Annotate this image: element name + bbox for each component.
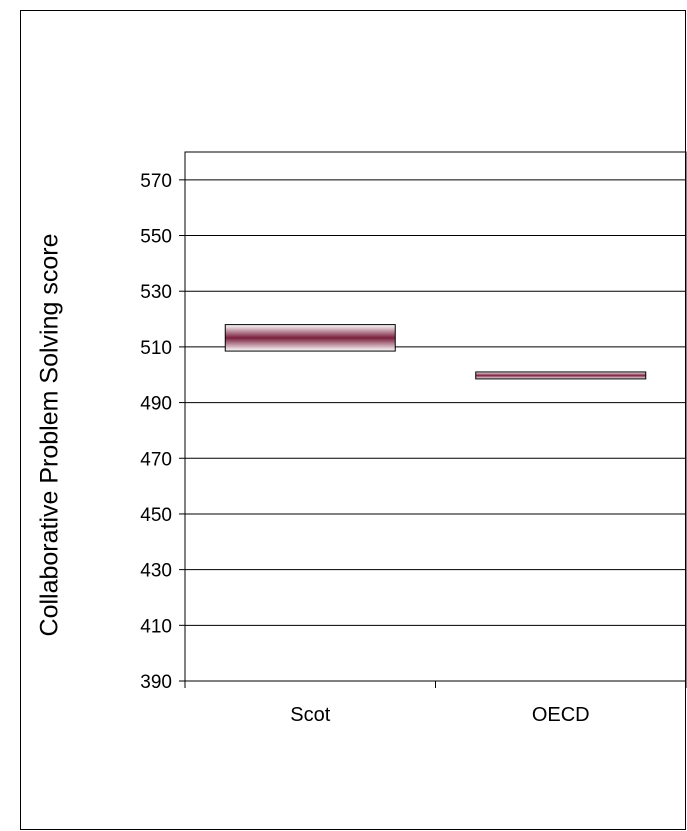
y-tick-label: 490: [140, 394, 172, 415]
range-bar-scot: [224, 324, 396, 352]
y-tick-label: 470: [140, 449, 172, 470]
y-tick-label: 510: [140, 338, 172, 359]
y-tick-label: 430: [140, 561, 172, 582]
chart-frame: [20, 10, 686, 830]
y-tick-label: 550: [140, 227, 172, 248]
x-category-label: OECD: [532, 704, 590, 726]
y-tick-label: 410: [140, 616, 172, 637]
y-tick-label: 450: [140, 505, 172, 526]
y-tick-label: 530: [140, 282, 172, 303]
range-bar-oecd: [475, 371, 647, 380]
y-tick-label: 570: [140, 171, 172, 192]
plot-area: [184, 151, 687, 682]
y-tick-label: 390: [140, 672, 172, 693]
x-category-label: Scot: [290, 704, 330, 726]
